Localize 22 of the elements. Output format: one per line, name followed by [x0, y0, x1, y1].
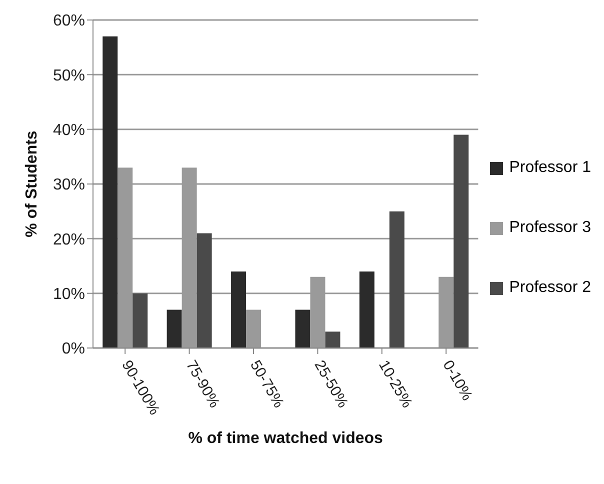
legend-label: Professor 1 — [508, 159, 591, 177]
bar — [325, 332, 340, 348]
y-axis-title: % of Students — [24, 130, 41, 238]
legend-label: Professor 2 — [508, 279, 591, 297]
bar — [389, 211, 404, 348]
bar — [231, 271, 246, 348]
bar — [295, 310, 310, 348]
y-tick-label: 20% — [52, 231, 85, 248]
y-tick-label: 50% — [52, 67, 85, 84]
y-tick-label: 30% — [52, 176, 85, 194]
y-tick-label: 40% — [52, 122, 85, 140]
bar — [454, 134, 469, 348]
legend-label: Professor 3 — [508, 219, 591, 237]
bar — [102, 36, 118, 348]
y-tick-label: 10% — [52, 286, 85, 304]
bar — [166, 310, 182, 348]
bar — [359, 271, 374, 348]
y-tick-label: 60% — [52, 12, 85, 30]
y-tick-label: 0% — [62, 340, 85, 358]
bar — [132, 293, 148, 348]
bar — [196, 233, 212, 348]
x-axis-title: % of time watched videos — [188, 430, 384, 447]
